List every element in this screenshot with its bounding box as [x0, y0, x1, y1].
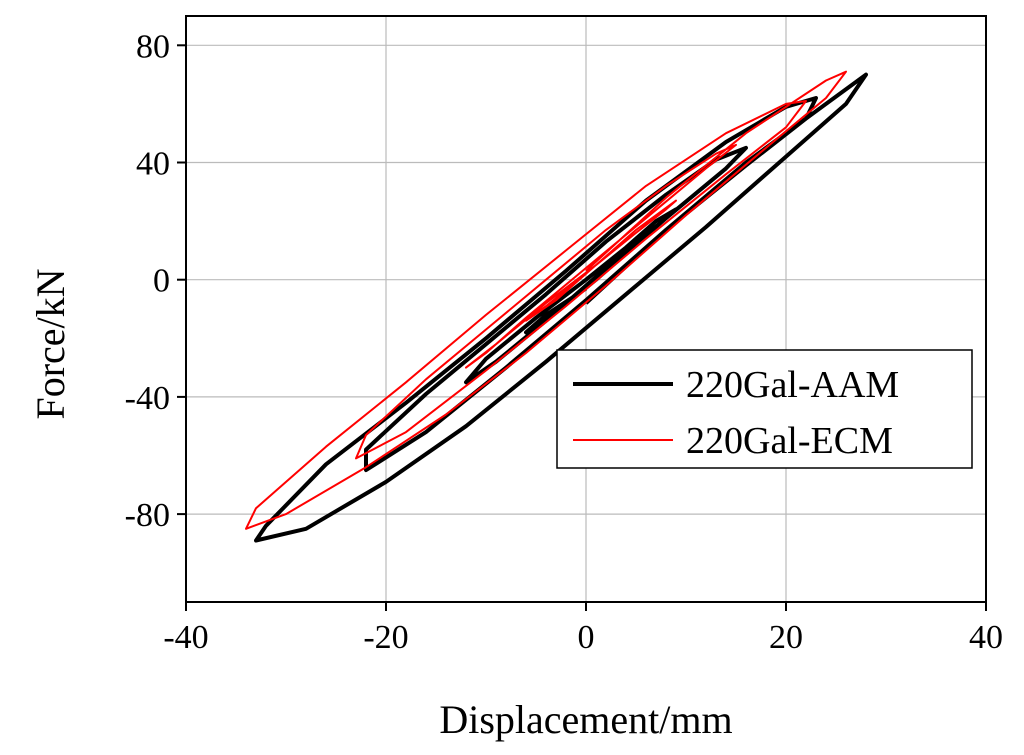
x-tick-label: 0: [578, 619, 595, 656]
x-axis-title: Displacement/mm: [439, 697, 732, 742]
series-line-220gal-aam: [254, 72, 868, 543]
legend-label-aam: 220Gal-AAM: [686, 364, 899, 406]
y-tick-label: -80: [125, 497, 170, 534]
axis-ticks: -40 -20 0 20 40 -80 -40 0 40 80: [125, 28, 1003, 656]
legend-box: [556, 349, 973, 469]
y-tick-label: -40: [125, 380, 170, 417]
series-line-220gal-ecm: [245, 70, 847, 530]
legend-label-ecm: 220Gal-ECM: [686, 420, 893, 462]
x-tick-label: 40: [969, 619, 1003, 656]
y-tick-label: 40: [136, 146, 170, 183]
x-tick-label: 20: [769, 619, 803, 656]
x-tick-label: -40: [163, 619, 208, 656]
x-tick-label: -20: [363, 619, 408, 656]
y-tick-label: 0: [153, 263, 170, 300]
y-axis-title: Force/kN: [28, 268, 73, 419]
legend: 220Gal-AAM 220Gal-ECM: [556, 349, 973, 469]
y-tick-label: 80: [136, 28, 170, 65]
series-layer: [245, 70, 868, 543]
grid-lines: [186, 16, 986, 602]
